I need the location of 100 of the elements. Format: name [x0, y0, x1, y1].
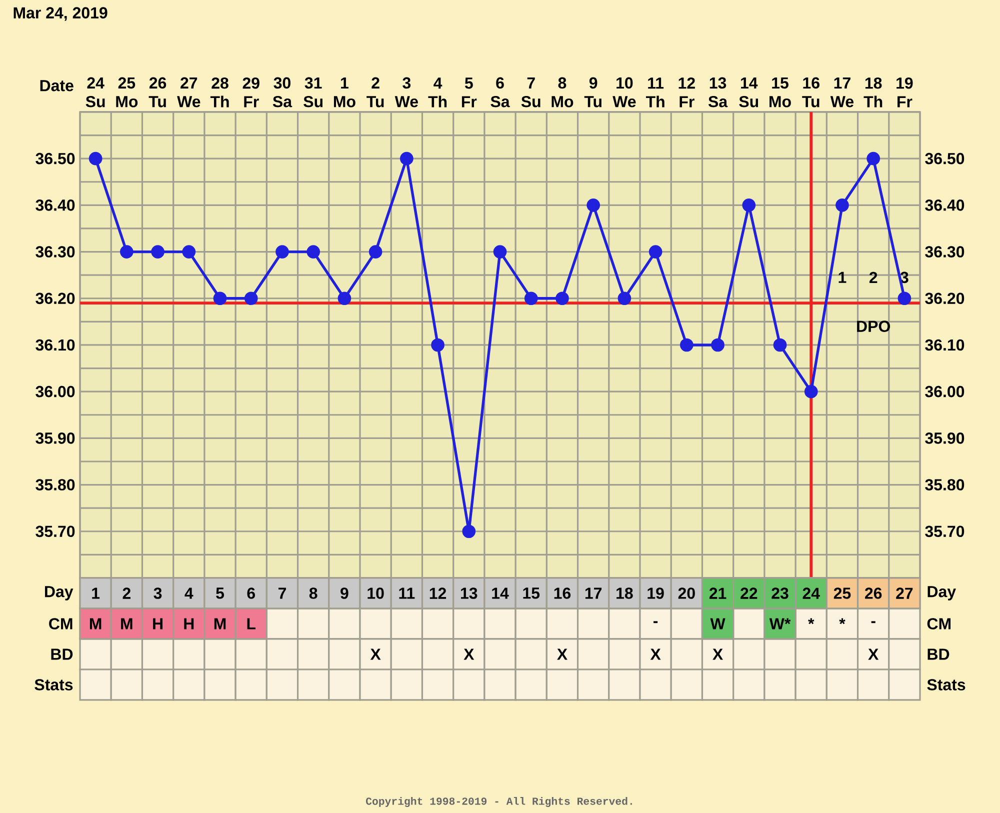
x-tick-label: 23 [772, 588, 788, 599]
y2-tick-label: 35.90 [925, 432, 964, 444]
text: M [121, 618, 132, 630]
x-tick-label: 9 [340, 588, 348, 599]
point [866, 152, 880, 166]
x-tick-label: 18 [616, 588, 633, 599]
text: H [184, 618, 194, 630]
text: W [710, 618, 726, 630]
x-tick-label: 17 We [830, 77, 854, 108]
point [338, 292, 352, 306]
point [711, 338, 724, 352]
text: W* [769, 618, 791, 630]
y-tick-label: 36.10 [36, 339, 75, 351]
text: Copyright 1998-2019 - All Rights Reserved. [366, 796, 632, 807]
text: H [153, 618, 162, 630]
x-tick-label: 2 Tu [366, 77, 384, 108]
annotation: DPO [857, 320, 890, 332]
x-tick-label: 3 We [394, 77, 418, 108]
point [431, 338, 444, 352]
point [88, 152, 102, 166]
x-tick-label: 25 Mo [116, 77, 138, 108]
y-tick-label: Stats [34, 679, 73, 690]
x-tick-label: 3 [154, 588, 162, 599]
point [804, 384, 818, 398]
x-tick-label: 26 Tu [148, 77, 166, 108]
y-tick-label: BD [51, 648, 73, 660]
text: L [247, 618, 256, 630]
text: * [839, 618, 846, 624]
x-tick-label: 25 [834, 588, 851, 599]
point [493, 245, 507, 258]
point [618, 292, 632, 306]
text: X [557, 648, 568, 660]
x-tick-label: 7 [278, 588, 286, 599]
point [556, 292, 569, 306]
x-tick-label: 14 [492, 588, 509, 599]
y2-tick-label: 35.70 [925, 526, 964, 538]
x-tick-label: 13 [461, 588, 478, 599]
y-tick-label: 36.40 [36, 200, 75, 211]
text: X [370, 648, 381, 660]
y2-tick-label: 36.10 [925, 339, 964, 351]
y2-tick-label: 36.00 [925, 386, 964, 398]
point [151, 245, 164, 258]
x-tick-label: 6 [247, 588, 255, 599]
x-tick-label: 12 Fr [678, 77, 695, 108]
x-tick-label: 27 We [177, 77, 200, 108]
x-tick-label: 14 Su [739, 77, 758, 108]
y-tick-label: CM [49, 618, 72, 630]
x-tick-label: 19 Fr [896, 77, 913, 108]
x-tick-label: 1 Mo [334, 77, 356, 108]
x-tick-label: 31 Su [304, 77, 323, 108]
x-tick-label: 16 Tu [802, 77, 820, 108]
x-tick-label: 10 We [612, 77, 636, 108]
x-tick-label: 4 Th [428, 78, 447, 108]
annotation: 1 [838, 272, 846, 283]
x-tick-label: 28 Th [210, 77, 229, 108]
y-tick-label: 35.80 [36, 479, 75, 490]
x-tick-label: 18 Th [864, 77, 882, 108]
point [213, 292, 227, 306]
x-tick-label: 24 Su [86, 77, 105, 108]
y2-tick-label: 35.80 [925, 479, 964, 490]
x-tick-label: 22 [740, 588, 758, 599]
point [368, 245, 382, 258]
y2-tick-label: 36.30 [925, 246, 964, 258]
y-tick-label: 35.90 [36, 432, 75, 444]
text: M [214, 618, 226, 630]
x-tick-label: 13 Sa [708, 77, 728, 108]
x-tick-label: 4 [184, 588, 194, 599]
point [120, 245, 134, 258]
x-tick-label: 21 [709, 588, 726, 599]
x-tick-label: 12 [430, 588, 446, 599]
y2-tick-label: 36.50 [925, 152, 964, 164]
y2-tick-label: BD [928, 648, 950, 660]
point [586, 198, 600, 212]
y-tick-label: 36.30 [36, 246, 75, 258]
point [244, 292, 258, 306]
x-tick-label: 19 [648, 588, 664, 599]
point [276, 245, 289, 258]
point [648, 245, 662, 258]
y2-tick-label: 36.20 [925, 292, 964, 304]
text: - [654, 621, 658, 624]
chart-title: Mar 24, 2019 [14, 7, 108, 21]
x-tick-label: 6 Sa [490, 77, 510, 108]
x-tick-label: 9 Tu [584, 77, 602, 108]
x-tick-label: 11 Th [646, 78, 664, 108]
x-tick-label: 20 [678, 588, 695, 599]
x-tick-label: 26 [865, 588, 882, 599]
x-tick-label: 5 [216, 588, 224, 599]
annotation: 2 [869, 272, 878, 283]
y2-tick-label: 36.40 [925, 200, 964, 211]
y-tick-label: 36.20 [36, 292, 75, 304]
x-tick-label: 8 [309, 588, 318, 599]
point [462, 524, 476, 538]
point [182, 245, 196, 258]
text: X [712, 648, 723, 660]
x-tick-label: 1 [92, 588, 100, 599]
text: X [650, 648, 661, 660]
y-tick-label: 35.70 [36, 526, 75, 538]
x-tick-label: 29 Fr [242, 77, 260, 108]
text: * [808, 618, 814, 624]
text: - [871, 621, 876, 624]
